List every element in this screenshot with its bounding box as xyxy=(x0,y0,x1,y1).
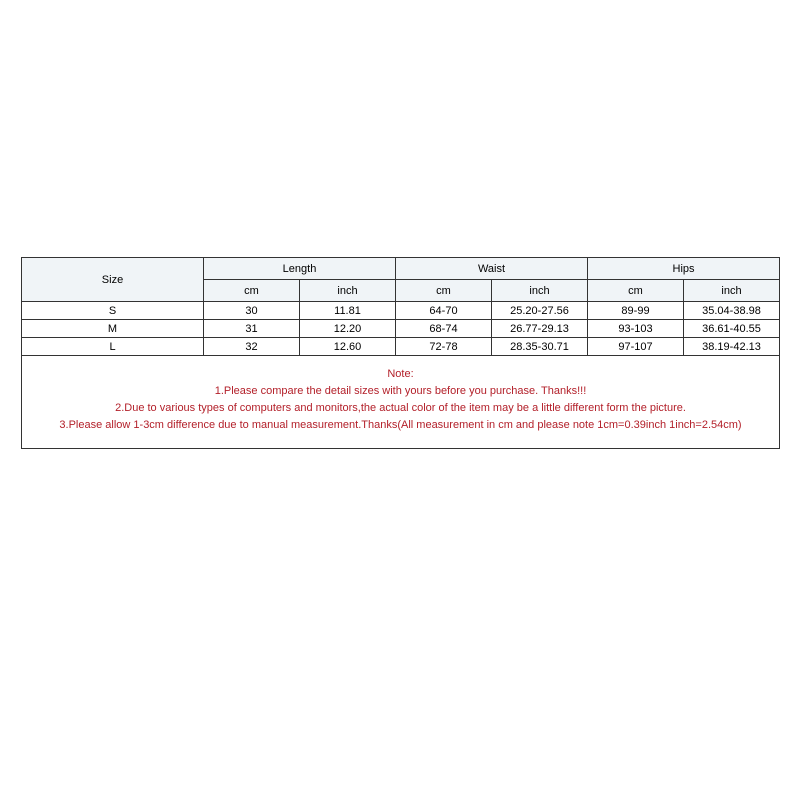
size-chart: Size Length Waist Hips cm inch cm inch c… xyxy=(21,257,779,449)
header-length: Length xyxy=(204,258,396,280)
cell-value: 30 xyxy=(204,302,300,320)
cell-size: S xyxy=(22,302,204,320)
header-hips: Hips xyxy=(588,258,780,280)
note-line: 2.Due to various types of computers and … xyxy=(28,400,773,417)
cell-value: 89-99 xyxy=(588,302,684,320)
cell-value: 68-74 xyxy=(396,320,492,338)
cell-value: 12.60 xyxy=(300,338,396,356)
cell-value: 12.20 xyxy=(300,320,396,338)
header-size: Size xyxy=(22,258,204,302)
table-row: L 32 12.60 72-78 28.35-30.71 97-107 38.1… xyxy=(22,338,780,356)
cell-size: L xyxy=(22,338,204,356)
header-hips-cm: cm xyxy=(588,280,684,302)
cell-value: 72-78 xyxy=(396,338,492,356)
note-cell: Note: 1.Please compare the detail sizes … xyxy=(22,356,780,449)
cell-value: 38.19-42.13 xyxy=(684,338,780,356)
cell-value: 11.81 xyxy=(300,302,396,320)
header-waist: Waist xyxy=(396,258,588,280)
cell-value: 32 xyxy=(204,338,300,356)
cell-size: M xyxy=(22,320,204,338)
cell-value: 93-103 xyxy=(588,320,684,338)
note-line: Note: xyxy=(28,366,773,383)
table-row: M 31 12.20 68-74 26.77-29.13 93-103 36.6… xyxy=(22,320,780,338)
header-length-inch: inch xyxy=(300,280,396,302)
header-waist-inch: inch xyxy=(492,280,588,302)
cell-value: 25.20-27.56 xyxy=(492,302,588,320)
cell-value: 36.61-40.55 xyxy=(684,320,780,338)
header-waist-cm: cm xyxy=(396,280,492,302)
cell-value: 28.35-30.71 xyxy=(492,338,588,356)
cell-value: 97-107 xyxy=(588,338,684,356)
cell-value: 64-70 xyxy=(396,302,492,320)
cell-value: 35.04-38.98 xyxy=(684,302,780,320)
note-line: 3.Please allow 1-3cm difference due to m… xyxy=(28,417,773,434)
header-length-cm: cm xyxy=(204,280,300,302)
cell-value: 26.77-29.13 xyxy=(492,320,588,338)
note-line: 1.Please compare the detail sizes with y… xyxy=(28,383,773,400)
size-table: Size Length Waist Hips cm inch cm inch c… xyxy=(21,257,780,449)
header-hips-inch: inch xyxy=(684,280,780,302)
table-row: S 30 11.81 64-70 25.20-27.56 89-99 35.04… xyxy=(22,302,780,320)
cell-value: 31 xyxy=(204,320,300,338)
